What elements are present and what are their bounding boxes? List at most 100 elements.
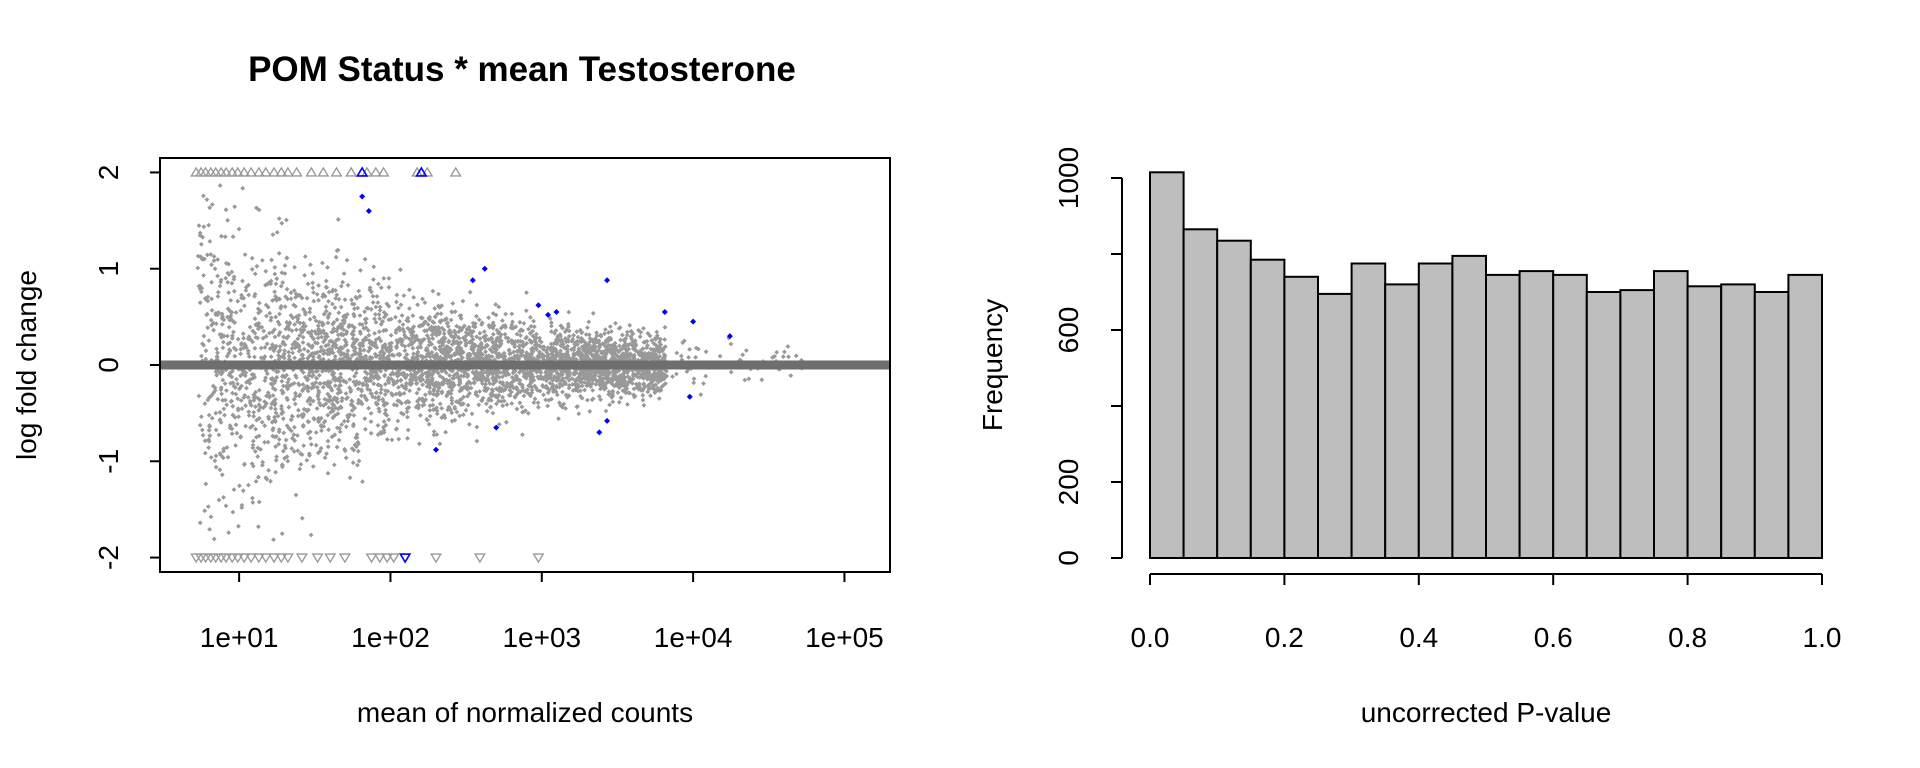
histogram-bar: [1552, 273, 1588, 559]
ma-plot-title: POM Status * mean Testosterone: [248, 50, 796, 89]
pvalue-histogram: 0.0 0.2 0.4 0.6 0.8 1.0 0 200 600 1000 uncorrect…: [977, 147, 1841, 728]
clipped-down-point: [252, 553, 265, 564]
clipped-up-point: [259, 166, 272, 177]
hist-x-tick-label: 1.0: [1803, 622, 1842, 653]
histogram-bar: [1283, 275, 1320, 559]
hist-y-tick-label: 200: [1053, 459, 1084, 506]
significant-gene-point: [469, 277, 476, 284]
clipped-down-point: [267, 553, 281, 564]
hist-y-tick-label: 600: [1053, 307, 1084, 354]
clipped-up-point: [252, 166, 265, 177]
clipped-up-point: [449, 166, 462, 177]
hist-x-tick-label: 0.4: [1399, 622, 1438, 653]
significant-gene-point: [604, 417, 611, 424]
histogram-bar: [1417, 262, 1454, 559]
clipped-down-point: [238, 553, 251, 564]
clipped-down-point: [532, 553, 545, 564]
clipped-up-point: [220, 166, 233, 177]
ma-x-tick-label: 1e+02: [351, 622, 430, 653]
histogram-bar: [1149, 171, 1185, 560]
clipped-up-point: [317, 166, 330, 177]
clipped-up-point: [275, 166, 288, 177]
significant-gene-point: [545, 311, 552, 318]
ma-y-axis: -2 -1 0 1 2: [93, 165, 160, 570]
significant-clipped-up-point: [355, 166, 369, 177]
histogram-bar: [1249, 258, 1286, 559]
histogram-bar: [1787, 273, 1824, 559]
histogram-bar: [1686, 285, 1723, 559]
clipped-down-point: [373, 553, 386, 564]
significant-gene-point: [553, 309, 560, 316]
histogram-bar: [1350, 262, 1387, 559]
clipped-up-point: [345, 166, 358, 177]
clipped-down-point: [311, 553, 324, 564]
clipped-up-point: [369, 166, 382, 177]
ma-x-tick-label: 1e+03: [502, 622, 581, 653]
ma-x-axis: 1e+01 1e+02 1e+03 1e+04 1e+05: [200, 572, 884, 653]
clipped-down-point: [324, 553, 337, 564]
clipped-up-point: [245, 166, 258, 177]
histogram-bar: [1317, 292, 1353, 559]
significant-gene-point: [481, 265, 488, 272]
significant-clipped-down-point: [398, 553, 412, 564]
significant-gene-point: [596, 429, 603, 436]
ma-y-tick-label: -1: [93, 449, 124, 474]
hist-x-axis-label: uncorrected P-value: [1361, 697, 1612, 728]
histogram-bar: [1619, 289, 1656, 559]
histogram-bar: [1485, 273, 1521, 559]
significant-gene-point: [493, 424, 500, 431]
hist-x-tick-label: 0.8: [1668, 622, 1707, 653]
hist-x-tick-label: 0.2: [1265, 622, 1304, 653]
ma-plot: POM Status * mean Testosterone 1e+01 1e+0…: [11, 50, 891, 728]
clipped-down-point: [281, 553, 294, 564]
clipped-down-point: [231, 553, 244, 564]
clipped-up-point: [305, 166, 318, 177]
histogram-bar: [1585, 291, 1622, 559]
significant-gene-point: [359, 193, 366, 200]
histogram-bar: [1384, 283, 1420, 559]
clipped-up-point: [421, 166, 434, 177]
clipped-down-point: [338, 553, 351, 564]
ma-x-tick-label: 1e+01: [200, 622, 279, 653]
hist-x-tick-label: 0.6: [1534, 622, 1573, 653]
significant-gene-point: [433, 446, 440, 453]
hist-y-tick-label: 1000: [1053, 147, 1084, 209]
clipped-down-point: [429, 553, 443, 564]
significant-gene-point: [690, 318, 697, 325]
significant-gene-point: [661, 309, 668, 316]
ma-y-tick-label: 2: [93, 165, 124, 181]
ma-y-tick-label: -2: [93, 545, 124, 570]
histogram-bar: [1720, 283, 1756, 559]
ma-x-axis-label: mean of normalized counts: [357, 697, 693, 728]
ma-y-axis-label: log fold change: [11, 270, 42, 460]
histogram-bar: [1518, 270, 1555, 559]
clipped-up-point: [290, 166, 303, 177]
clipped-down-point: [473, 553, 486, 564]
hist-x-axis: 0.0 0.2 0.4 0.6 0.8 1.0: [1131, 573, 1842, 653]
ma-y-tick-label: 0: [93, 357, 124, 373]
clipped-up-point: [238, 166, 251, 177]
clipped-down-point: [220, 553, 233, 564]
significant-gene-point: [726, 333, 733, 340]
clipped-up-point: [281, 166, 294, 177]
clipped-down-point: [295, 553, 308, 564]
hist-y-tick-label: 0: [1053, 550, 1084, 566]
ma-x-tick-label: 1e+04: [654, 622, 733, 653]
significant-gene-point: [365, 207, 372, 214]
ma-significant-layer: [355, 166, 733, 564]
clipped-down-point: [381, 553, 394, 564]
significant-gene-point: [604, 277, 611, 284]
clipped-up-point: [231, 166, 244, 177]
histogram-bar: [1451, 254, 1488, 559]
ma-y-tick-label: 1: [93, 261, 124, 277]
clipped-up-point: [330, 166, 343, 177]
ma-x-tick-label: 1e+05: [805, 622, 884, 653]
histogram-bars: [1149, 171, 1824, 560]
clipped-down-point: [387, 553, 400, 564]
clipped-down-point: [259, 553, 272, 564]
histogram-bar: [1753, 291, 1790, 559]
hist-x-tick-label: 0.0: [1131, 622, 1170, 653]
significant-gene-point: [686, 393, 693, 400]
hist-y-axis: 0 200 600 1000: [1053, 147, 1123, 566]
